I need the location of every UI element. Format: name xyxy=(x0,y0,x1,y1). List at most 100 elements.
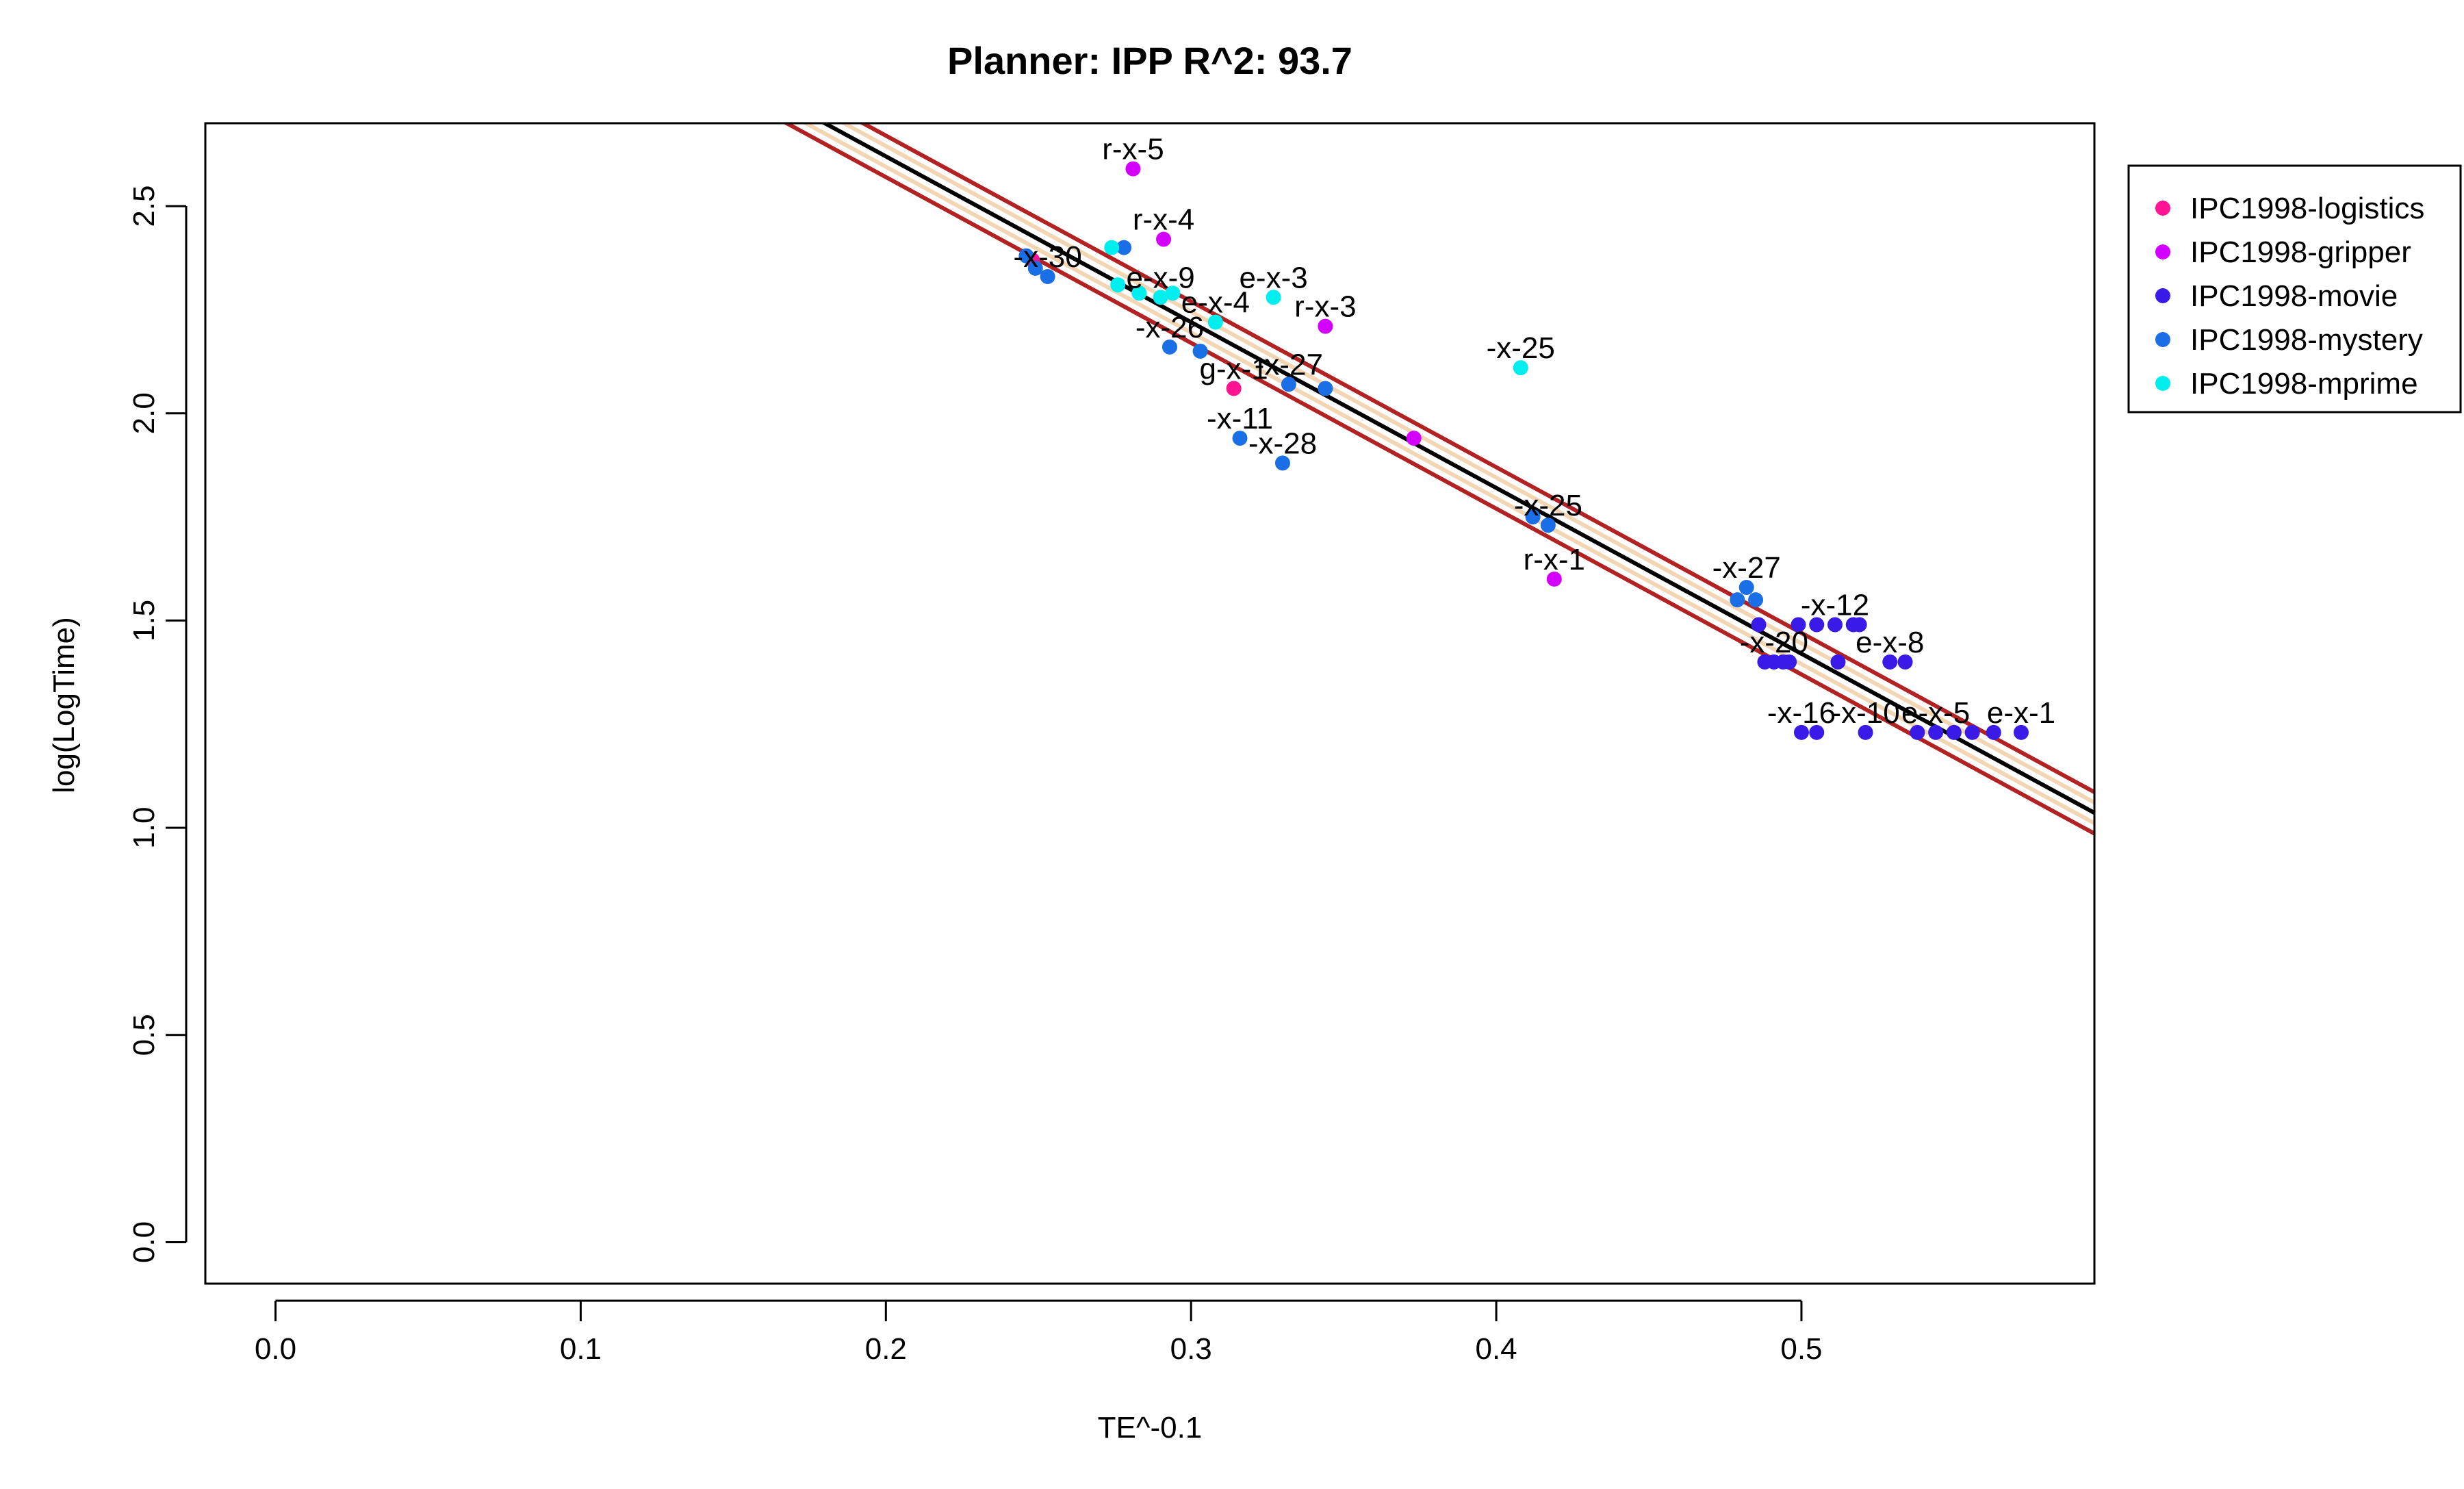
point-label: r-x-4 xyxy=(1133,203,1194,237)
y-tick-label: 1.0 xyxy=(127,807,161,849)
regression-lower-inner-band xyxy=(801,123,2094,826)
point-label: e-x-4 xyxy=(1181,286,1250,320)
data-point xyxy=(1207,314,1223,330)
data-point xyxy=(2013,724,2029,740)
y-axis: 0.0 0.5 1.0 1.5 2.0 2.5 xyxy=(127,185,188,1263)
point-label: e-x-1 xyxy=(1987,696,2055,730)
x-tick-label: 0.4 xyxy=(1475,1332,1517,1366)
data-point xyxy=(1897,654,1913,670)
legend-marker xyxy=(2155,288,2170,303)
legend-label: IPC1998-gripper xyxy=(2190,236,2411,269)
data-point xyxy=(1782,654,1797,670)
regression-fit-line xyxy=(820,123,2094,815)
y-axis-label: log(LogTime) xyxy=(47,617,81,793)
point-label: -x-10 xyxy=(1831,696,1899,730)
data-point xyxy=(1525,509,1541,525)
y-tick-label: 0.5 xyxy=(127,1014,161,1056)
data-point xyxy=(1156,231,1172,247)
x-tick-label: 0.0 xyxy=(255,1332,296,1366)
data-point xyxy=(1165,285,1181,301)
data-point xyxy=(1232,431,1248,446)
x-tick-label: 0.1 xyxy=(560,1332,602,1366)
data-point xyxy=(1116,240,1132,255)
point-label: -x-20 xyxy=(1740,626,1808,659)
data-point xyxy=(1040,268,1055,284)
regression-upper-outer-band xyxy=(858,123,2094,794)
point-label: e-x-8 xyxy=(1856,626,1924,659)
data-point xyxy=(1281,377,1296,392)
series-IPC1998-movie xyxy=(1751,617,2029,740)
data-point xyxy=(1946,724,1962,740)
legend-marker xyxy=(2155,376,2170,391)
data-point xyxy=(1318,381,1333,396)
data-point xyxy=(1809,724,1825,740)
point-label: -x-16 xyxy=(1767,696,1836,730)
point-label: e-x-3 xyxy=(1239,261,1307,294)
chart-title: Planner: IPP R^2: 93.7 xyxy=(947,39,1352,82)
x-tick-label: 0.3 xyxy=(1170,1332,1212,1366)
data-point xyxy=(1986,724,2001,740)
y-tick-label: 2.5 xyxy=(127,185,161,227)
legend: IPC1998-logistics IPC1998-gripper IPC1998-… xyxy=(2127,164,2462,413)
data-point xyxy=(1131,285,1147,301)
point-label: -x-25 xyxy=(1487,331,1555,365)
data-point xyxy=(1793,724,1809,740)
legend-label: IPC1998-mystery xyxy=(2190,323,2423,357)
data-point xyxy=(1928,724,1944,740)
data-point xyxy=(1104,240,1120,255)
data-point xyxy=(1266,290,1281,305)
point-label: r-x-3 xyxy=(1294,290,1356,324)
point-label: -x-11 xyxy=(1207,402,1273,435)
point-label: -x-25 xyxy=(1514,489,1582,522)
point-label: -x-26 xyxy=(1135,311,1204,344)
x-tick-label: 0.2 xyxy=(865,1332,907,1366)
legend-label: IPC1998-mprime xyxy=(2190,367,2418,400)
data-point xyxy=(1192,343,1208,359)
y-tick-label: 0.0 xyxy=(127,1221,161,1263)
data-point xyxy=(1546,571,1562,587)
data-point xyxy=(1125,161,1141,177)
series-IPC1998-mystery xyxy=(1018,240,1764,608)
data-point xyxy=(1110,277,1126,293)
point-label: -x-12 xyxy=(1801,588,1869,622)
data-point xyxy=(1851,617,1867,633)
data-point xyxy=(1910,724,1925,740)
legend-marker xyxy=(2155,201,2170,216)
data-point xyxy=(1809,617,1825,633)
legend-box xyxy=(2127,164,2462,413)
data-point xyxy=(1748,592,1764,608)
data-point xyxy=(1226,381,1242,396)
data-point xyxy=(1274,455,1290,471)
legend-marker xyxy=(2155,332,2170,347)
point-label: -x-27 xyxy=(1255,348,1323,381)
data-point xyxy=(1738,580,1754,595)
point-label: r-x-1 xyxy=(1524,543,1585,576)
data-point xyxy=(1153,290,1168,305)
point-label: g-x-1 xyxy=(1199,352,1268,385)
y-tick-label: 1.5 xyxy=(127,600,161,641)
data-point xyxy=(1882,654,1898,670)
point-label: e-x-5 xyxy=(1901,696,1970,730)
point-label: -x-30 xyxy=(1014,240,1082,274)
data-point xyxy=(1318,318,1333,334)
data-point xyxy=(1827,617,1843,633)
data-point xyxy=(1162,339,1177,355)
point-label: -x-28 xyxy=(1248,427,1317,460)
legend-marker xyxy=(2155,244,2170,259)
series-IPC1998-mprime xyxy=(1104,240,1528,376)
data-point xyxy=(1406,431,1422,446)
x-axis: 0.0 0.1 0.2 0.3 0.4 0.5 xyxy=(255,1299,1823,1366)
legend-label: IPC1998-movie xyxy=(2190,279,2398,313)
data-point xyxy=(1830,654,1846,670)
data-point xyxy=(1858,724,1873,740)
data-point xyxy=(1027,260,1043,276)
plot-area: g-x-1 r-x-5 r-x-4 r-x-3 r-x-1 -x-12 -x-20 e-x-8… xyxy=(782,123,2094,836)
point-label: r-x-5 xyxy=(1102,133,1164,166)
data-point xyxy=(1964,724,1980,740)
plot-frame xyxy=(204,122,2096,1285)
legend-label: IPC1998-logistics xyxy=(2190,192,2424,225)
data-point xyxy=(1018,248,1034,264)
point-label: -x-27 xyxy=(1712,551,1781,585)
x-axis-label: TE^-0.1 xyxy=(1098,1411,1203,1445)
